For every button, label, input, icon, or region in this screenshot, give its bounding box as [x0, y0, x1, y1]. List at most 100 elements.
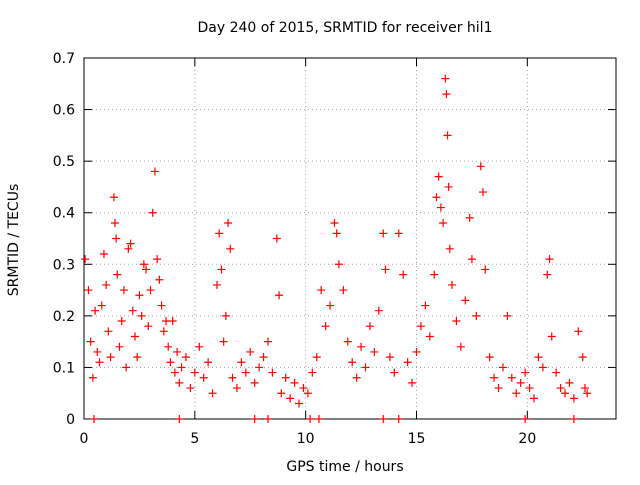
data-point	[104, 327, 113, 336]
y-tick-label: 0.1	[53, 360, 75, 376]
data-point	[86, 337, 95, 346]
data-point	[432, 193, 441, 202]
data-point	[321, 322, 330, 331]
data-point	[190, 368, 199, 377]
data-point	[146, 286, 155, 295]
data-point	[142, 265, 151, 274]
y-tick-label: 0	[66, 412, 75, 428]
data-point	[442, 90, 451, 99]
data-point	[168, 317, 177, 326]
data-point	[394, 229, 403, 238]
data-point	[272, 234, 281, 243]
data-point	[181, 353, 190, 362]
data-point	[385, 353, 394, 362]
data-point	[399, 270, 408, 279]
x-tick-label: 20	[518, 431, 536, 447]
data-point	[281, 373, 290, 382]
data-point	[357, 342, 366, 351]
data-point	[155, 275, 164, 284]
data-point	[164, 342, 173, 351]
data-point	[204, 358, 213, 367]
x-tick-labels: 0 5 10 15 20	[80, 431, 537, 447]
data-point	[102, 280, 111, 289]
data-point	[481, 265, 490, 274]
data-point	[148, 208, 157, 217]
data-point	[317, 286, 326, 295]
data-point	[394, 415, 403, 423]
data-point	[224, 219, 233, 228]
data-point	[348, 358, 357, 367]
data-point	[215, 229, 224, 238]
data-point	[217, 265, 226, 274]
data-point	[170, 368, 179, 377]
data-point	[580, 384, 589, 393]
y-axis-label: SRMTID / TECUs	[6, 184, 22, 297]
y-tick-label: 0.4	[53, 206, 75, 222]
data-point	[213, 280, 221, 289]
data-point	[299, 384, 308, 393]
data-point	[106, 353, 115, 362]
data-point	[255, 363, 264, 372]
data-point	[286, 394, 295, 403]
data-point	[113, 270, 122, 279]
data-point	[352, 373, 361, 382]
data-point	[545, 255, 554, 264]
data-point	[312, 353, 321, 362]
data-point	[124, 244, 133, 253]
data-point	[84, 286, 93, 295]
y-tick-label: 0.6	[53, 103, 75, 119]
data-point	[334, 260, 343, 269]
data-point	[479, 188, 487, 197]
data-point	[175, 378, 184, 387]
data-point	[175, 415, 184, 423]
data-point	[444, 182, 453, 191]
data-point	[461, 296, 470, 305]
data-point	[547, 332, 556, 341]
data-point	[569, 394, 578, 403]
data-point	[159, 327, 168, 336]
data-point	[232, 384, 241, 393]
data-point	[250, 415, 259, 423]
data-point	[374, 306, 383, 315]
data-point	[89, 415, 98, 423]
data-point	[538, 363, 547, 372]
data-point	[332, 229, 341, 238]
data-point	[326, 301, 335, 310]
data-point	[529, 394, 538, 403]
data-point	[390, 368, 399, 377]
data-point	[93, 347, 102, 356]
data-point	[97, 301, 106, 310]
data-point	[109, 193, 118, 202]
data-point	[521, 415, 530, 423]
data-point	[144, 322, 153, 331]
data-point	[226, 244, 235, 253]
data-point	[412, 347, 421, 356]
data-point	[534, 353, 543, 362]
data-point	[565, 378, 574, 387]
data-point	[556, 384, 565, 393]
data-point	[275, 291, 284, 300]
data-point	[416, 322, 425, 331]
data-point	[583, 389, 592, 398]
data-point	[512, 389, 521, 398]
data-point	[173, 347, 182, 356]
data-point	[308, 368, 317, 377]
data-point	[436, 203, 445, 212]
data-point	[122, 363, 131, 372]
data-point	[516, 378, 525, 387]
data-point	[485, 353, 494, 362]
data-point	[241, 368, 250, 377]
data-point	[561, 389, 570, 398]
data-point	[119, 286, 128, 295]
data-point	[99, 249, 108, 258]
data-point	[199, 373, 208, 382]
data-point	[237, 358, 246, 367]
data-point	[259, 353, 268, 362]
data-point	[330, 219, 339, 228]
data-point	[472, 311, 481, 320]
data-point	[379, 415, 388, 423]
data-point	[139, 260, 148, 269]
y-tick-label: 0.3	[53, 257, 75, 273]
data-point	[476, 162, 485, 171]
data-point	[290, 378, 299, 387]
